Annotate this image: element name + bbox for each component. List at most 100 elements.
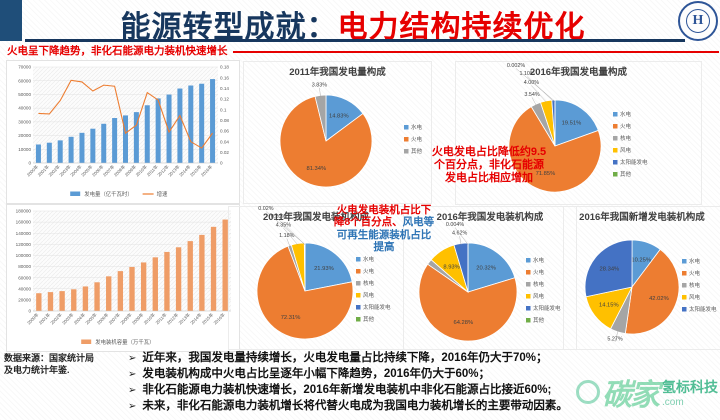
pie-slice-label: 14.15% [599,303,619,309]
label-leader-line [614,330,619,342]
watermark-ring-icon [576,380,600,404]
bullet-text: 近年来，我国发电量持续增长，火电发电量占比持续下降，2016年仍大于70%； [142,352,548,364]
bar [36,293,42,311]
bar [188,85,194,163]
bar [175,247,182,311]
annotation-capacity-share-blue: 风电等可再生能源装机占比提高 [336,216,435,254]
bullet-text: 非化石能源电力装机快速增长，2016年新增发电装机中非化石能源占比接近60%; [142,384,552,396]
legend-label: 水电 [363,255,375,263]
legend-label: 水电 [411,123,423,131]
bar [47,292,54,311]
legend-swatch [682,307,687,312]
pie-slice-label: 3.54% [524,92,539,98]
y-axis-tick: 180000 [16,209,32,214]
bar [106,276,112,311]
y-axis-tick: 20000 [18,297,31,302]
pie-title: 2016年我国新增发电装机构成 [579,212,705,223]
y-axis-tick: 120000 [16,242,32,247]
pie-slice-label: 4.00% [524,80,539,86]
growth-line [38,79,214,149]
pie-slice-label: 20.32% [476,266,496,272]
bullet-arrow-icon: ➢ [128,369,137,380]
chart-canvas: 0 20000 40000 60000 80000 100000 120000 140000 1… [16,209,231,346]
label-leader-line [454,227,469,245]
legend-swatch [613,148,618,153]
bar [177,88,183,163]
chart-canvas: 0 10000 20000 30000 40000 50000 60000 70000 0 0.0… [18,65,229,198]
pie-title: 2016年我国发电量构成 [529,67,628,78]
bar [117,271,124,311]
legend-label: 核电 [533,280,545,288]
y2-axis-tick: 0.08 [220,118,229,123]
page-title: 能源转型成就：电力结构持续优化 [28,2,678,44]
y-axis-tick: 40000 [18,106,31,111]
chart-canvas: 20.32%64.28%8.93%4.62%0.004%水电火电核电风电太阳能发… [418,222,561,342]
summary-bullet-list: ➢ 近年来，我国发电量持续增长，火电发电量占比持续下降，2016年仍大于70%；… [128,351,718,415]
capacity-bar-chart: 0 20000 40000 60000 80000 100000 120000 140000 1… [6,204,240,352]
legend-label: 太阳能发电 [363,303,391,311]
y2-axis-tick: 0.02 [220,150,229,155]
legend-swatch [526,306,531,311]
chart-canvas: 10.25% 42.02% 14.15% 28.34% 5.27% 水电火电核电风电太阳能… [584,239,717,342]
bar [122,115,129,163]
y2-axis-tick: 0.16 [220,75,229,80]
pie-slice-label: 1.10% [519,71,534,77]
bar [166,94,172,163]
x-axis-tick: 2016年 [199,163,214,178]
legend-label: 发电量（亿千瓦时） [84,190,133,198]
y-axis-tick: 60000 [18,78,31,83]
data-source-line1: 数据来源：国家统计局 [4,353,95,363]
legend-swatch [613,172,618,177]
slide-subtitle: 火电呈下降趋势，非化石能源电力装机快速增长 [7,45,228,57]
legend-swatch [613,112,618,117]
legend-label: 其他 [620,170,632,178]
bar [152,257,158,311]
y-axis-tick: 60000 [18,275,31,280]
page-title-prefix: 能源转型成就： [120,11,338,44]
pie-slice [624,248,680,335]
bar [71,289,77,311]
bar [222,219,228,311]
legend-label: 太阳能发电 [533,304,561,312]
label-leader-line [459,236,462,246]
bar [199,83,205,163]
data-source-line2: 及电力统计年鉴. [4,365,70,376]
bar [57,140,63,163]
legend-swatch [356,281,361,286]
legend-label: 太阳能发电 [620,158,648,166]
pie-slice [304,242,353,292]
generation-combo-chart: 0 10000 20000 30000 40000 50000 60000 70000 0 0.0… [6,60,240,204]
label-leader-line [286,238,291,247]
bar [59,291,65,311]
pie-slice-label: 3.83% [312,82,327,88]
pie-slice-label: 1.18% [279,233,294,239]
y-axis-tick: 10000 [18,147,31,152]
legend-label: 核电 [620,134,632,142]
y2-axis-tick: 0.04 [220,139,229,144]
legend-swatch [613,136,618,141]
pie-slice-label: 42.02% [649,296,669,302]
pie-slice-label: 21.93% [314,266,334,272]
legend-swatch [404,149,409,154]
legend-label: 风电 [363,291,375,299]
bullet-item: ➢ 非化石能源电力装机快速增长，2016年新增发电装机中非化石能源占比接近60%… [128,383,718,399]
watermark-suffix: .com [662,396,684,408]
label-leader-line [515,68,556,102]
bar [187,241,193,311]
legend-swatch [404,137,409,142]
emblem-logo-glyph: H [686,9,710,33]
pie-slice-label: 10.25% [631,257,651,263]
pie-slice-label: 0.002% [507,63,525,69]
y2-axis-tick: 0.1 [220,107,227,112]
y2-axis-tick: 0.14 [220,86,229,91]
bar [35,144,41,163]
pie-new-capacity-2016: 2016年我国新增发电装机构成 10.25% 42.02% 14.15% 28.34% 5… [563,206,720,350]
pie-capacity-2016: 2016年我国发电装机构成20.32%64.28%8.93%4.62%0.004… [403,206,577,350]
watermark-big-text: 碳家 [602,379,660,412]
legend-label: 火电 [620,122,632,130]
bar [133,112,139,163]
bar [140,262,147,311]
legend-label: 其他 [363,315,375,323]
